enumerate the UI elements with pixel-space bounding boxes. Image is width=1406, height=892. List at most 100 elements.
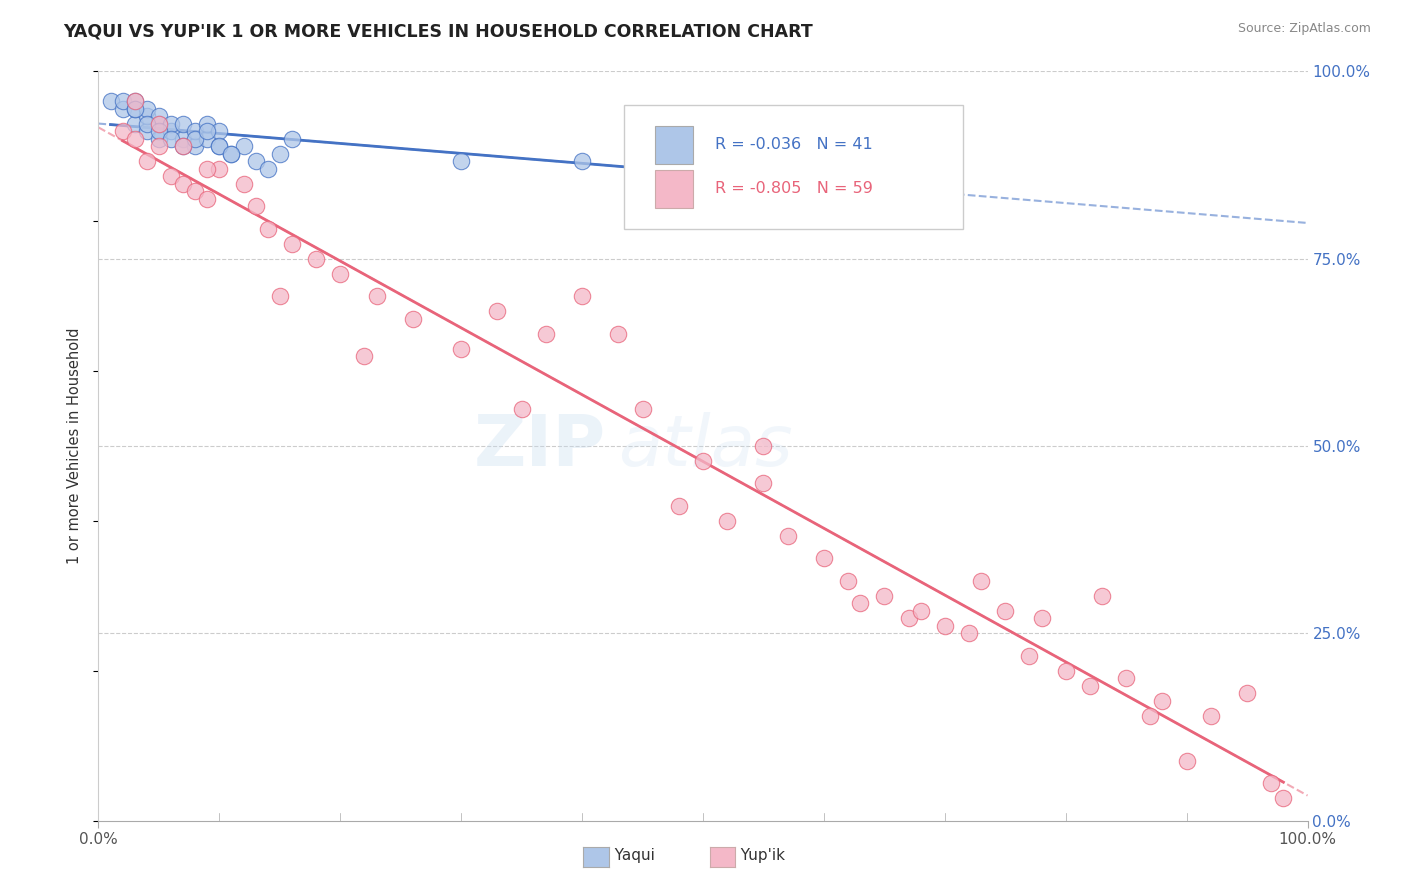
Point xyxy=(450,342,472,356)
Point xyxy=(571,154,593,169)
Point xyxy=(366,289,388,303)
Point xyxy=(100,95,122,109)
Point xyxy=(172,139,194,153)
Point xyxy=(934,619,956,633)
Point xyxy=(752,476,775,491)
Point xyxy=(631,401,654,416)
Point xyxy=(1236,686,1258,700)
Point xyxy=(184,124,207,138)
Point xyxy=(172,139,194,153)
Point xyxy=(571,289,593,303)
Point xyxy=(873,589,896,603)
Point xyxy=(208,161,231,176)
Point xyxy=(1115,671,1137,685)
Point xyxy=(668,499,690,513)
Point xyxy=(124,102,146,116)
Point xyxy=(111,95,134,109)
Point xyxy=(1175,754,1198,768)
Point xyxy=(269,146,291,161)
Point xyxy=(195,161,218,176)
Point xyxy=(1139,708,1161,723)
Point xyxy=(160,124,183,138)
Text: YAQUI VS YUP'IK 1 OR MORE VEHICLES IN HOUSEHOLD CORRELATION CHART: YAQUI VS YUP'IK 1 OR MORE VEHICLES IN HO… xyxy=(63,22,813,40)
Point xyxy=(402,311,425,326)
Point xyxy=(1031,611,1053,625)
Point xyxy=(329,267,352,281)
Point xyxy=(849,596,872,610)
Point xyxy=(776,529,799,543)
Point xyxy=(1199,708,1222,723)
Point xyxy=(208,124,231,138)
Point xyxy=(1152,694,1174,708)
Point xyxy=(195,124,218,138)
Y-axis label: 1 or more Vehicles in Household: 1 or more Vehicles in Household xyxy=(67,327,83,565)
Point xyxy=(221,146,243,161)
Text: R = -0.036   N = 41: R = -0.036 N = 41 xyxy=(716,137,873,153)
Point xyxy=(970,574,993,588)
Point xyxy=(195,117,218,131)
Point xyxy=(135,154,157,169)
Point xyxy=(148,109,170,123)
Point xyxy=(184,132,207,146)
Point xyxy=(135,102,157,116)
Point xyxy=(221,146,243,161)
Point xyxy=(1078,679,1101,693)
Point xyxy=(124,102,146,116)
Point xyxy=(910,604,932,618)
Point xyxy=(124,95,146,109)
Point xyxy=(135,117,157,131)
Point xyxy=(510,401,533,416)
Point xyxy=(1091,589,1114,603)
Point xyxy=(256,161,278,176)
Point xyxy=(534,326,557,341)
Point xyxy=(111,102,134,116)
Point xyxy=(111,124,134,138)
Point xyxy=(172,117,194,131)
Point xyxy=(1272,791,1295,805)
Point xyxy=(232,139,254,153)
Point xyxy=(148,132,170,146)
Point xyxy=(837,574,859,588)
Point xyxy=(124,117,146,131)
Point xyxy=(305,252,328,266)
Text: Source: ZipAtlas.com: Source: ZipAtlas.com xyxy=(1237,22,1371,36)
Point xyxy=(897,611,920,625)
Text: ZIP: ZIP xyxy=(474,411,606,481)
Point xyxy=(353,349,375,363)
Point xyxy=(256,221,278,235)
Point xyxy=(245,199,267,213)
FancyBboxPatch shape xyxy=(655,126,693,163)
Point xyxy=(184,139,207,153)
Point xyxy=(172,177,194,191)
Point xyxy=(245,154,267,169)
Point xyxy=(160,132,183,146)
Point xyxy=(269,289,291,303)
Point xyxy=(281,236,304,251)
Point xyxy=(450,154,472,169)
Point xyxy=(957,626,980,640)
Point xyxy=(184,184,207,198)
Text: atlas: atlas xyxy=(619,411,793,481)
Text: Yaqui: Yaqui xyxy=(605,848,654,863)
Point xyxy=(148,117,170,131)
Point xyxy=(160,117,183,131)
Point xyxy=(607,326,630,341)
Point xyxy=(208,139,231,153)
Point xyxy=(195,132,218,146)
Point xyxy=(195,192,218,206)
FancyBboxPatch shape xyxy=(655,170,693,208)
Point xyxy=(135,124,157,138)
Point xyxy=(994,604,1017,618)
Point xyxy=(752,161,775,176)
Point xyxy=(716,514,738,528)
Point xyxy=(160,169,183,184)
Point xyxy=(752,439,775,453)
FancyBboxPatch shape xyxy=(624,105,963,228)
Point xyxy=(813,551,835,566)
Point xyxy=(873,161,896,176)
Point xyxy=(148,124,170,138)
Point xyxy=(1018,648,1040,663)
Point xyxy=(486,304,509,318)
Text: R = -0.805   N = 59: R = -0.805 N = 59 xyxy=(716,181,873,196)
Point xyxy=(135,109,157,123)
